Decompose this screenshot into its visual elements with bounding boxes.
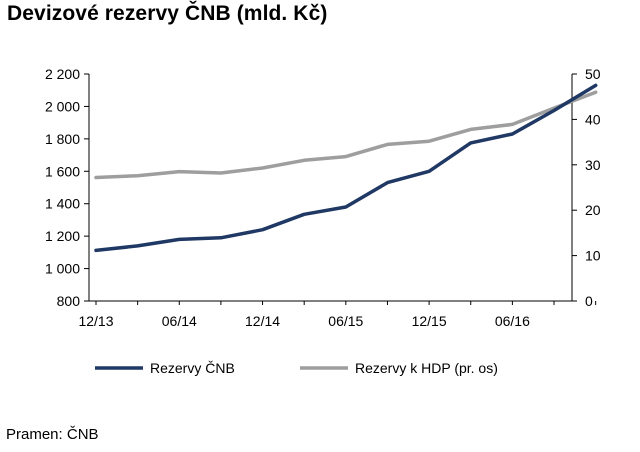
y-left-tick-label: 2 000 [45,98,80,114]
y-left-tick-label: 1 800 [45,131,80,147]
x-tick-label: 12/15 [412,313,447,329]
x-tick-label: 12/14 [245,313,280,329]
y-right-tick-label: 50 [585,66,601,82]
legend: Rezervy ČNB Rezervy k HDP (pr. os) [95,360,498,376]
y-right-tick-label: 30 [585,157,601,173]
y-left-tick-label: 2 200 [45,66,80,82]
y-right-tick-label: 0 [585,293,593,309]
x-tick-label: 12/13 [78,313,113,329]
axes: 800 1 000 1 200 1 400 1 600 1 800 2 000 2 200 0 1… [45,66,601,329]
y-right-tick-label: 10 [585,248,601,264]
y-left-tick-label: 1 400 [45,196,80,212]
legend-label-rezervy-k-hdp: Rezervy k HDP (pr. os) [355,360,498,376]
series-layer [94,83,598,253]
chart-title: Devizové rezervy ČNB (mld. Kč) [7,2,328,25]
legend-label-rezervy-cnb: Rezervy ČNB [150,360,235,376]
x-tick-label: 06/15 [328,313,363,329]
series-line-rezervy-cnb [94,83,598,253]
source-note: Pramen: ČNB [6,426,99,443]
y-left-tick-label: 1 000 [45,261,80,277]
y-left-tick-label: 1 600 [45,163,80,179]
y-right-tick-label: 40 [585,111,601,127]
y-right-tick-label: 20 [585,202,601,218]
x-tick-label: 06/16 [495,313,530,329]
y-left-tick-label: 800 [57,293,81,309]
y-left-tick-label: 1 200 [45,228,80,244]
x-tick-label: 06/14 [162,313,197,329]
series-line-rezervy-k-hdp [94,90,598,180]
